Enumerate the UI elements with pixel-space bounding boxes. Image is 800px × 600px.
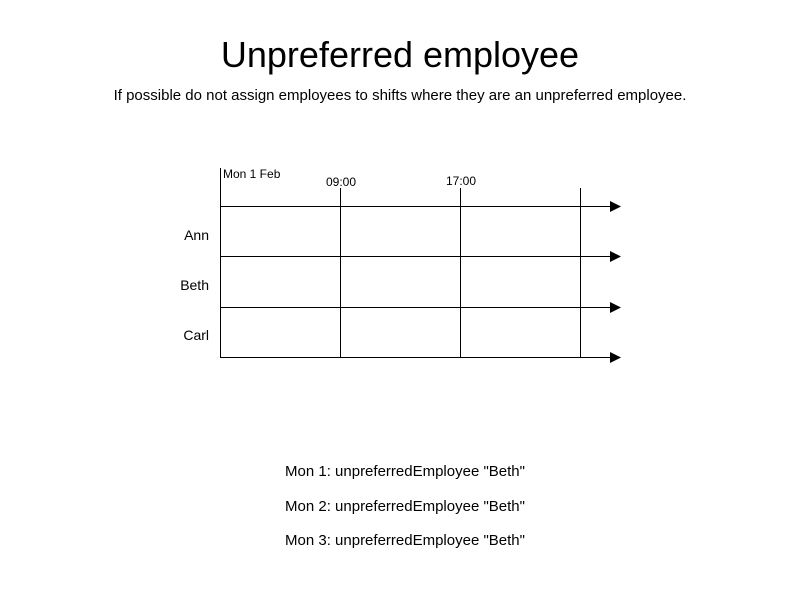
row-arrow-1 xyxy=(610,201,621,212)
page-subtitle: If possible do not assign employees to s… xyxy=(113,87,687,104)
page-title: Unpreferred employee xyxy=(220,34,580,75)
employee-label-carl: Carl xyxy=(183,327,209,343)
time-label-1700: 17:00 xyxy=(446,174,476,188)
employee-label-beth: Beth xyxy=(180,277,209,293)
constraint-line-3: Mon 3: unpreferredEmployee "Beth" xyxy=(285,532,525,549)
row-arrow-3 xyxy=(610,302,621,313)
employee-label-ann: Ann xyxy=(184,227,209,243)
row-arrow-4 xyxy=(610,352,621,363)
time-label-0900: 09:00 xyxy=(326,175,356,189)
constraint-line-2: Mon 2: unpreferredEmployee "Beth" xyxy=(285,498,525,515)
row-arrow-2 xyxy=(610,251,621,262)
date-label: Mon 1 Feb xyxy=(223,167,281,181)
constraint-line-1: Mon 1: unpreferredEmployee "Beth" xyxy=(285,463,525,480)
